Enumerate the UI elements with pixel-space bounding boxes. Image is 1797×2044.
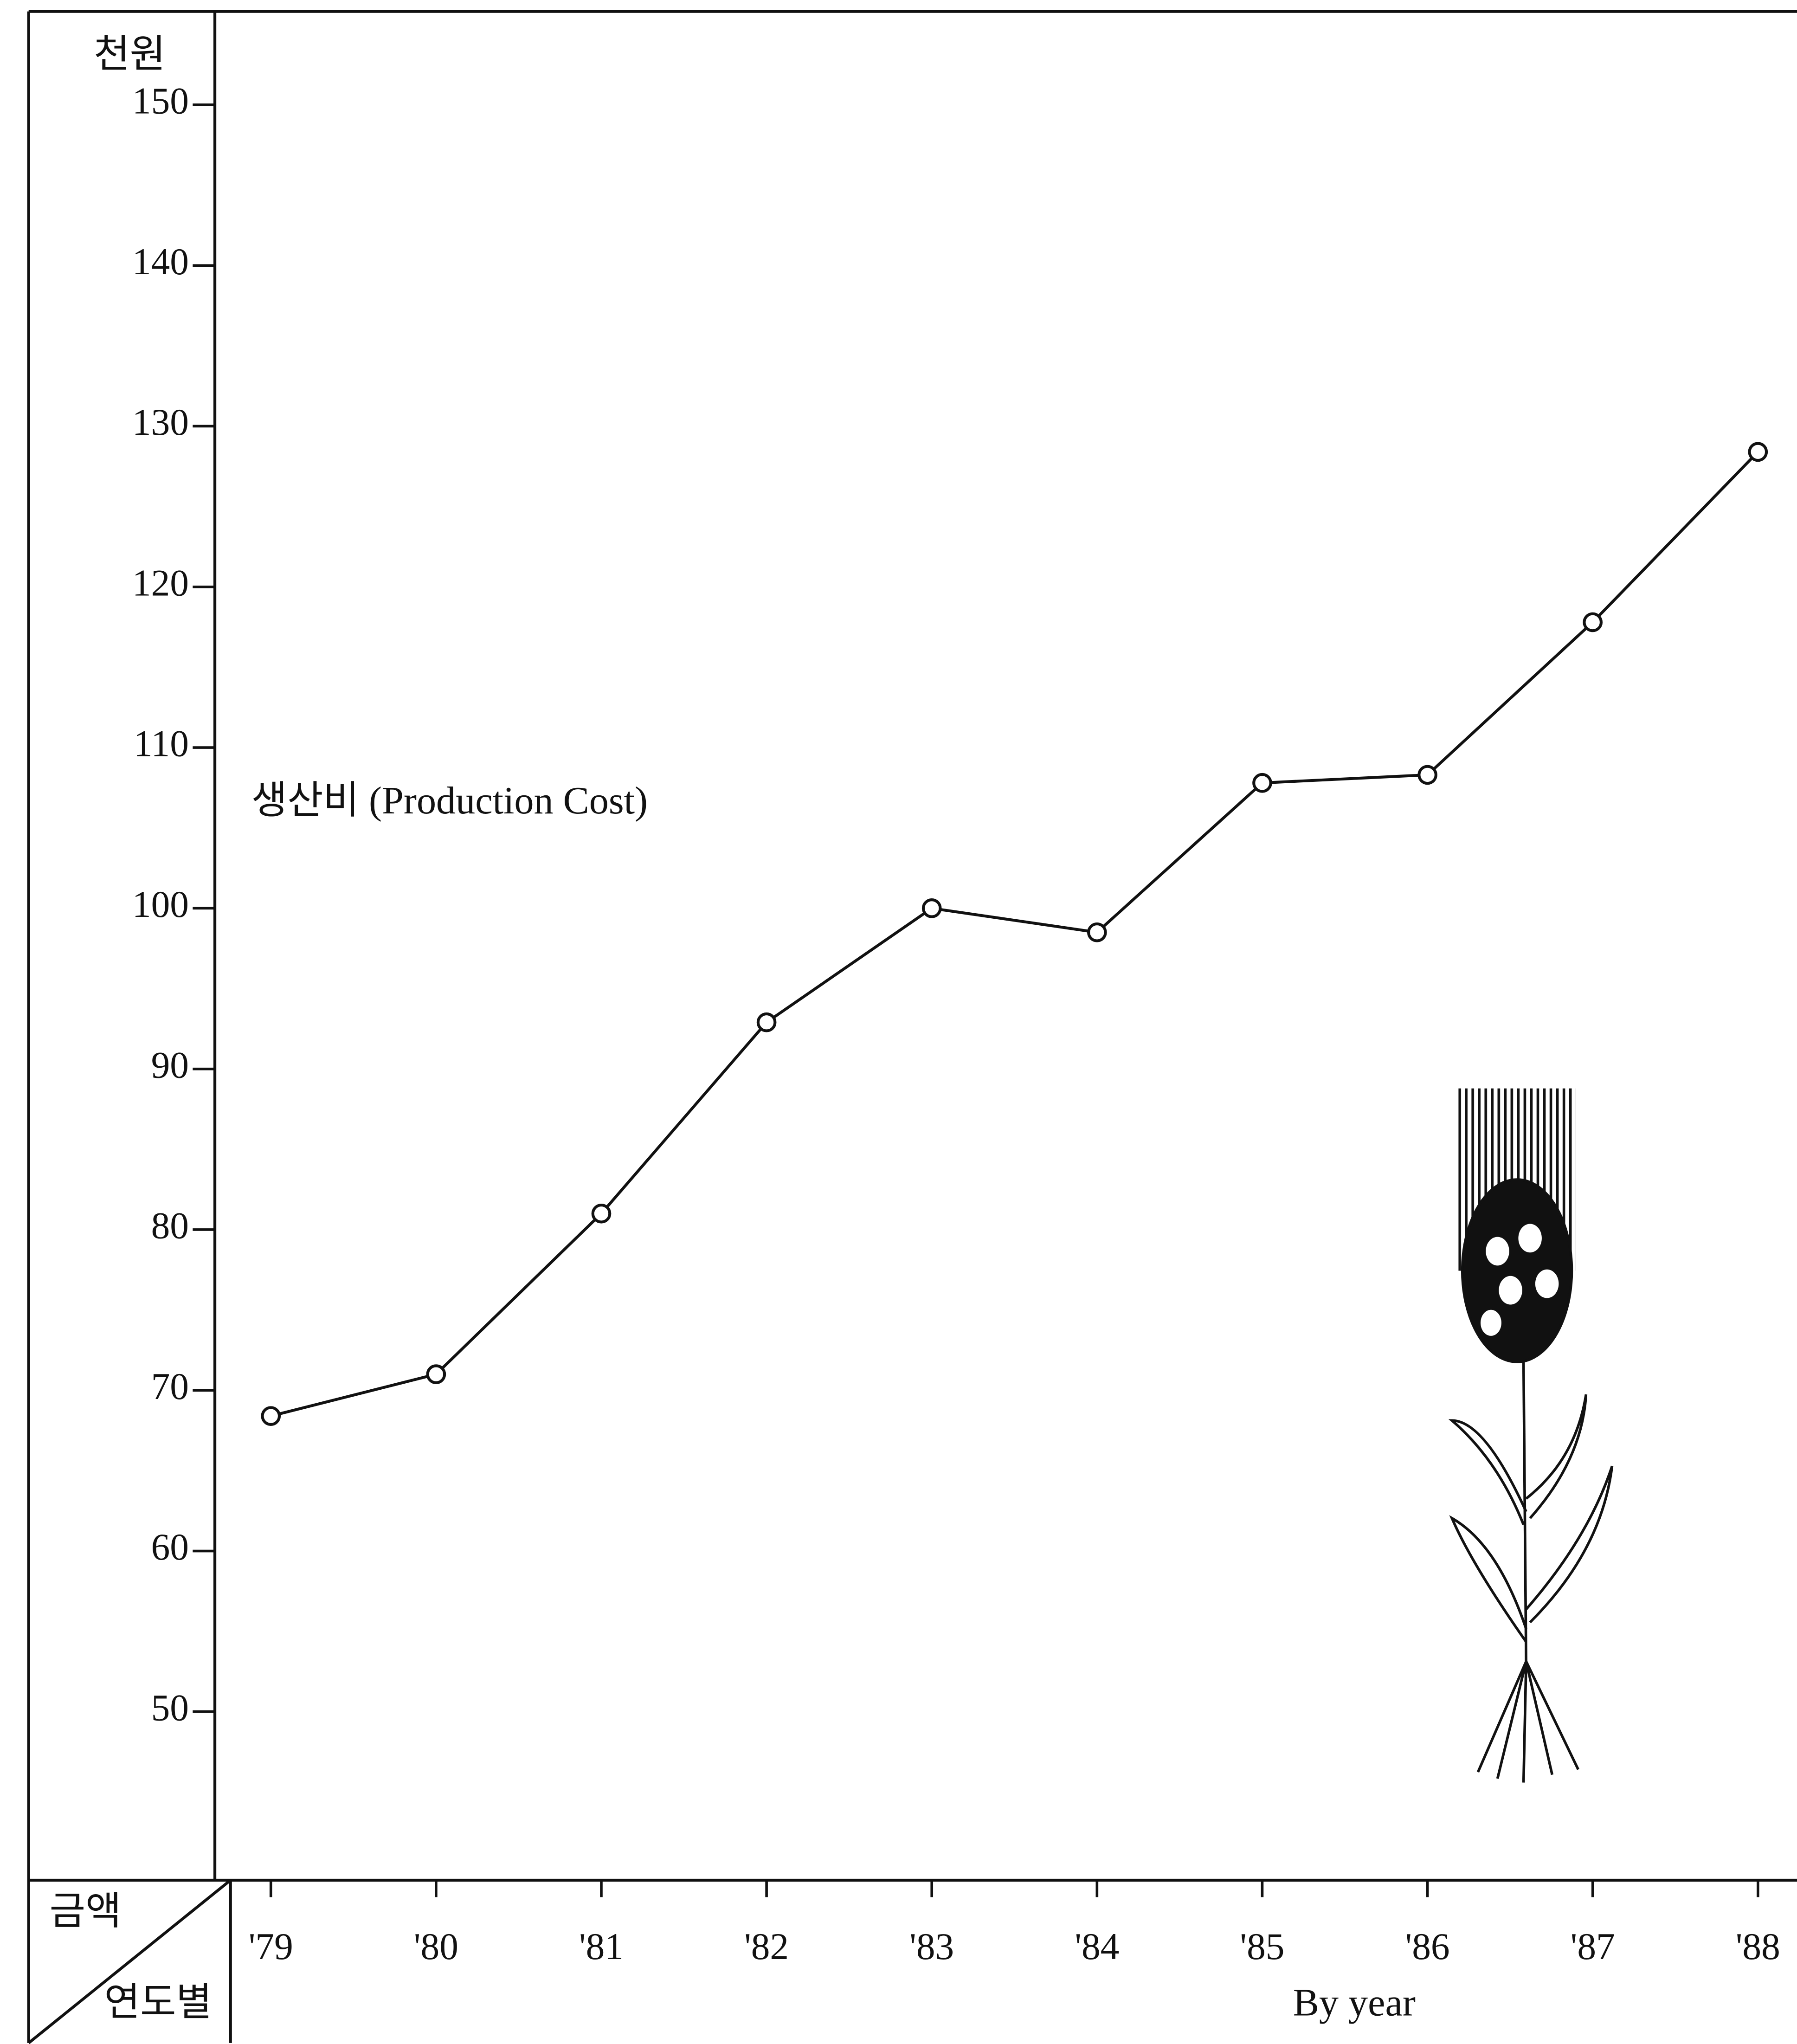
y-tick-label: 90: [151, 1044, 189, 1086]
series-label: 생산비 (Production Cost): [251, 779, 648, 822]
grain: [1499, 1276, 1522, 1305]
x-tick-label: '82: [744, 1925, 789, 1967]
y-tick-label: 100: [132, 883, 189, 925]
x-tick-label: '81: [579, 1925, 624, 1967]
data-point: [758, 1014, 775, 1031]
data-point: [923, 900, 940, 916]
x-tick-label: '83: [909, 1925, 954, 1967]
y-tick-label: 120: [132, 561, 189, 604]
data-point: [1750, 444, 1766, 460]
data-point: [593, 1205, 610, 1222]
chart: 천원 금액 연도별 By year 50 60 70 80 90 100 110 120 130…: [0, 0, 1797, 2044]
data-point: [1419, 767, 1436, 783]
y-tick-label: 70: [151, 1365, 189, 1407]
x-tick-label: '86: [1405, 1925, 1450, 1967]
y-tick-label: 150: [132, 80, 189, 122]
y-tick-label: 110: [134, 722, 189, 765]
corner-top-label: 금액: [50, 1890, 122, 1933]
y-tick-label: 50: [151, 1687, 189, 1729]
x-tick-label: '80: [414, 1925, 458, 1967]
x-tick-label: '87: [1571, 1925, 1615, 1967]
data-point: [263, 1407, 279, 1424]
data-point: [1089, 924, 1105, 941]
plant-head: [1462, 1180, 1572, 1362]
grain: [1486, 1237, 1509, 1266]
grain: [1518, 1224, 1542, 1253]
y-tick-label: 130: [132, 401, 189, 443]
page: {"chart_data": {"type": "line", "y_unit"…: [0, 0, 1797, 2044]
x-axis-label: By year: [1293, 1981, 1416, 2025]
x-tick-label: '88: [1736, 1925, 1780, 1967]
grain: [1481, 1310, 1501, 1336]
y-tick-label: 80: [151, 1205, 189, 1247]
x-tick-label: '84: [1075, 1925, 1119, 1967]
x-tick-label: '85: [1240, 1925, 1284, 1967]
corner-bottom-label: 연도별: [104, 1981, 212, 2025]
x-tick-label: '79: [249, 1925, 293, 1967]
y-unit: 천원: [94, 33, 166, 76]
data-point: [1584, 614, 1601, 631]
data-point: [428, 1366, 444, 1382]
data-point: [1254, 774, 1270, 791]
y-tick-label: 140: [132, 240, 189, 283]
background: [0, 1, 1797, 2043]
grain: [1535, 1270, 1559, 1298]
y-tick-label: 60: [151, 1526, 189, 1568]
